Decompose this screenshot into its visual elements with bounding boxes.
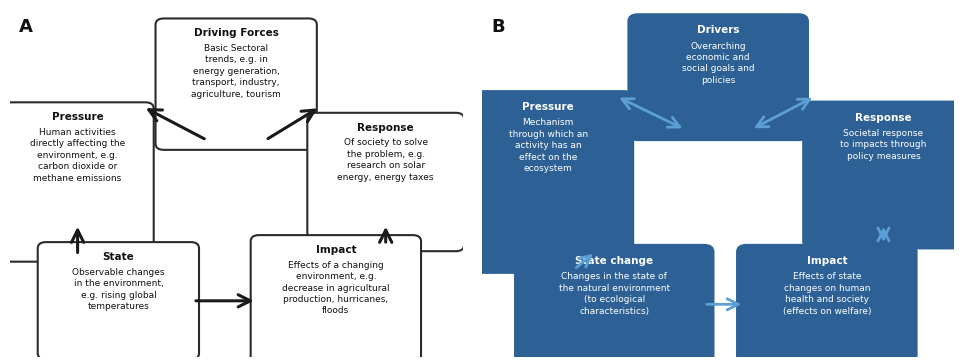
Text: Human activities
directly affecting the
environment, e.g.
carbon dioxide or
meth: Human activities directly affecting the … — [30, 128, 125, 183]
Text: Pressure: Pressure — [52, 112, 103, 122]
Text: Societal response
to impacts through
policy measures: Societal response to impacts through pol… — [841, 129, 926, 161]
Text: Effects of a changing
environment, e.g.
decrease in agricultural
production, hur: Effects of a changing environment, e.g. … — [282, 261, 389, 316]
FancyBboxPatch shape — [251, 235, 421, 364]
Text: Of society to solve
the problem, e.g.
research on solar
energy, energy taxes: Of society to solve the problem, e.g. re… — [337, 138, 434, 182]
FancyBboxPatch shape — [803, 102, 964, 248]
Text: Effects of state
changes on human
health and society
(effects on welfare): Effects of state changes on human health… — [783, 272, 871, 316]
Text: Observable changes
in the environment,
e.g. rising global
temperatures: Observable changes in the environment, e… — [72, 268, 165, 311]
Text: Overarching
economic and
social goals and
policies: Overarching economic and social goals an… — [682, 41, 755, 85]
FancyBboxPatch shape — [629, 14, 808, 140]
FancyBboxPatch shape — [737, 245, 917, 364]
Text: Mechanism
through which an
activity has an
effect on the
ecosystem: Mechanism through which an activity has … — [509, 118, 588, 173]
Text: Response: Response — [855, 113, 912, 123]
Text: Changes in the state of
the natural environment
(to ecological
characteristics): Changes in the state of the natural envi… — [559, 272, 670, 316]
Text: Driving Forces: Driving Forces — [194, 28, 279, 38]
FancyBboxPatch shape — [515, 245, 713, 364]
Text: State: State — [102, 252, 134, 262]
Text: Response: Response — [358, 123, 414, 132]
FancyBboxPatch shape — [2, 102, 153, 262]
Text: Impact: Impact — [807, 256, 847, 266]
Text: Drivers: Drivers — [697, 25, 739, 35]
FancyBboxPatch shape — [155, 19, 317, 150]
FancyBboxPatch shape — [308, 113, 464, 251]
FancyBboxPatch shape — [38, 242, 199, 360]
Text: Basic Sectoral
trends, e.g. in
energy generation,
transport, industry,
agricultu: Basic Sectoral trends, e.g. in energy ge… — [191, 44, 281, 99]
Text: Impact: Impact — [315, 245, 356, 255]
Text: Pressure: Pressure — [522, 102, 574, 112]
FancyBboxPatch shape — [463, 91, 633, 273]
Text: B: B — [492, 18, 505, 36]
Text: A: A — [18, 18, 33, 36]
Text: State change: State change — [576, 256, 654, 266]
